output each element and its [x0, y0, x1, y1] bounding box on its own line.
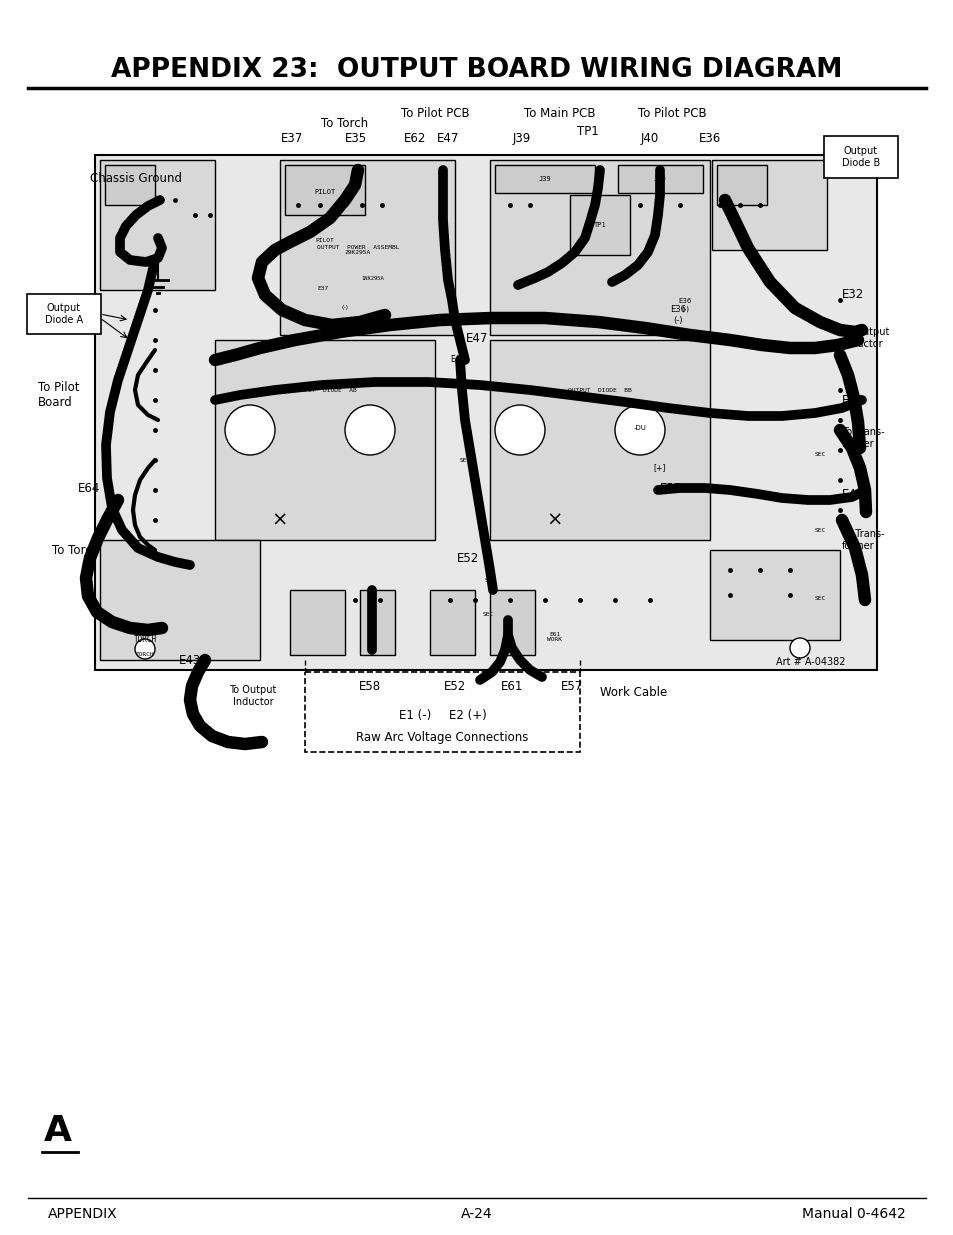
Text: E47: E47	[436, 132, 458, 144]
Text: OUTPUT  POWER  ASSEMBL
29K295A: OUTPUT POWER ASSEMBL 29K295A	[316, 245, 399, 256]
Circle shape	[135, 638, 154, 659]
Text: Manual 0-4642: Manual 0-4642	[801, 1207, 905, 1221]
Text: E37: E37	[317, 285, 328, 290]
Text: To Torch: To Torch	[52, 543, 99, 557]
Text: PILOT: PILOT	[314, 189, 335, 195]
Text: TORCH: TORCH	[135, 652, 154, 657]
Text: To Trans-
former: To Trans- former	[841, 427, 883, 448]
Text: To Trans-
former: To Trans- former	[841, 530, 883, 551]
Text: E45: E45	[841, 394, 863, 406]
Circle shape	[225, 405, 274, 454]
Bar	[490, 340, 709, 540]
Bar	[495, 165, 595, 193]
Text: E64: E64	[78, 482, 100, 494]
Text: E49: E49	[841, 489, 863, 501]
Text: E37: E37	[280, 132, 303, 144]
Bar	[280, 161, 455, 335]
Text: (-): (-)	[341, 305, 348, 310]
Text: E57: E57	[659, 482, 681, 494]
Text: E62: E62	[403, 132, 426, 144]
Text: Output
Diode B: Output Diode B	[841, 146, 880, 168]
Text: To Torch: To Torch	[321, 117, 368, 130]
Circle shape	[615, 405, 664, 454]
Text: To Main PCB: To Main PCB	[524, 107, 595, 120]
Text: E1 (-): E1 (-)	[398, 709, 431, 722]
Bar	[711, 161, 826, 249]
Text: SEC: SEC	[814, 595, 824, 600]
Text: To Pilot PCB: To Pilot PCB	[637, 107, 705, 120]
Circle shape	[345, 405, 395, 454]
Text: E43: E43	[178, 653, 201, 667]
Bar	[105, 165, 154, 205]
Text: E47: E47	[465, 331, 488, 345]
Text: To Pilot PCB: To Pilot PCB	[400, 107, 469, 120]
Text: SEC: SEC	[814, 452, 824, 457]
Bar	[569, 195, 629, 254]
Text: To Output
Inductor: To Output Inductor	[229, 685, 276, 706]
Bar	[717, 165, 766, 205]
Text: E57: E57	[560, 680, 582, 693]
Bar	[430, 590, 475, 655]
Text: J40: J40	[640, 132, 659, 144]
Text: E52: E52	[443, 680, 466, 693]
Text: Chassis Ground: Chassis Ground	[90, 172, 182, 184]
Text: E36
(-): E36 (-)	[678, 298, 691, 311]
Bar	[285, 165, 365, 215]
Text: Output
Diode A: Output Diode A	[45, 304, 83, 325]
Text: [+]: [+]	[653, 463, 665, 473]
Bar	[618, 165, 702, 193]
Text: E58: E58	[358, 680, 380, 693]
Text: SEC: SEC	[814, 527, 824, 532]
Text: OUTPUT  DIODE  AB: OUTPUT DIODE AB	[293, 388, 356, 393]
Text: E36: E36	[699, 132, 720, 144]
Text: A-24: A-24	[460, 1207, 493, 1221]
Text: TP1: TP1	[577, 125, 598, 138]
Bar	[214, 340, 435, 540]
Text: 5EC: 5EC	[484, 578, 496, 583]
Text: To Pilot
Board: To Pilot Board	[38, 382, 79, 409]
Text: 1NK295A: 1NK295A	[361, 275, 384, 280]
Text: E52: E52	[456, 552, 478, 564]
Bar	[359, 590, 395, 655]
Text: J40: J40	[653, 177, 666, 182]
Text: PILOT: PILOT	[315, 237, 334, 242]
Text: E61: E61	[500, 680, 522, 693]
Text: -DU: -DU	[633, 425, 646, 431]
Text: ×: ×	[546, 510, 562, 530]
Text: E47: E47	[450, 356, 465, 364]
Text: TORCH: TORCH	[133, 636, 156, 645]
Text: TP1: TP1	[593, 222, 606, 228]
Bar	[490, 161, 709, 335]
Text: APPENDIX: APPENDIX	[48, 1207, 117, 1221]
Text: APPENDIX 23:  OUTPUT BOARD WIRING DIAGRAM: APPENDIX 23: OUTPUT BOARD WIRING DIAGRAM	[112, 57, 841, 83]
Text: OUTPUT  DIODE  BB: OUTPUT DIODE BB	[568, 388, 631, 393]
Text: A: A	[44, 1114, 71, 1149]
Text: E32: E32	[841, 289, 863, 301]
Bar	[100, 161, 214, 290]
Text: E2 (+): E2 (+)	[449, 709, 486, 722]
Text: J39: J39	[513, 132, 531, 144]
FancyBboxPatch shape	[27, 294, 101, 333]
Text: To Output
Inductor: To Output Inductor	[841, 327, 888, 348]
Text: Art # A-04382: Art # A-04382	[776, 657, 845, 667]
Text: SEC: SEC	[459, 457, 470, 462]
Circle shape	[789, 638, 809, 658]
Text: E36
(-): E36 (-)	[669, 305, 685, 325]
Text: J39: J39	[538, 177, 551, 182]
Text: ×: ×	[272, 510, 288, 530]
Text: SEC: SEC	[482, 613, 493, 618]
Circle shape	[495, 405, 544, 454]
Bar	[709, 550, 840, 640]
Bar	[305, 672, 579, 752]
Bar	[490, 590, 535, 655]
Text: Work Cable: Work Cable	[599, 687, 666, 699]
Text: E35: E35	[345, 132, 367, 144]
Bar	[100, 540, 260, 659]
Text: Raw Arc Voltage Connections: Raw Arc Voltage Connections	[355, 731, 528, 745]
Bar	[95, 156, 876, 671]
Text: E61
WORK: E61 WORK	[547, 631, 562, 642]
Bar	[290, 590, 345, 655]
FancyBboxPatch shape	[823, 136, 897, 178]
